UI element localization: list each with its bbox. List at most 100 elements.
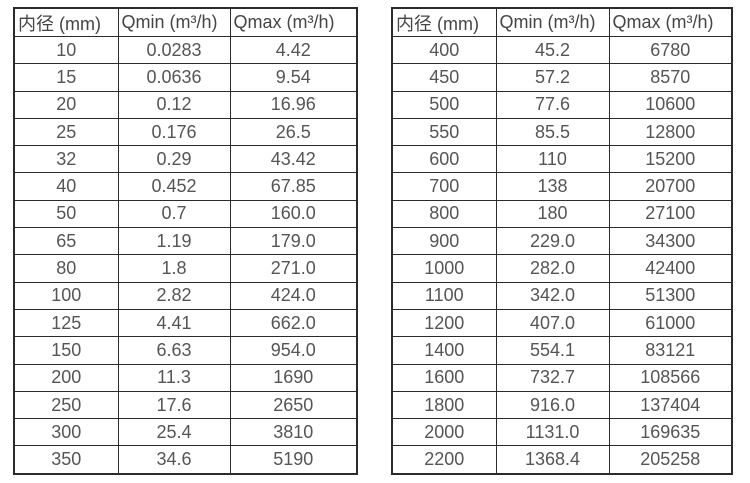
table-row: 450 57.2 8570 [391,63,733,92]
cell-qmax: 169635 [608,418,733,447]
table-row: 700 138 20700 [391,172,733,201]
header-qmin: Qmin (m³/h) [117,7,231,37]
cell-qmax: 9.54 [229,63,358,92]
cell-qmax: 205258 [608,445,733,475]
cell-diameter: 150 [13,336,119,365]
table-body: 400 45.2 6780 450 57.2 8570 500 77.6 10600 550 85.… [391,35,733,475]
cell-diameter: 800 [391,199,497,229]
cell-qmax: 2650 [229,390,358,420]
cell-diameter: 900 [391,227,497,256]
cell-qmax: 3810 [229,418,358,447]
cell-qmin: 0.0636 [117,63,231,92]
cell-qmax: 43.42 [229,145,358,174]
cell-qmin: 2.82 [117,281,231,310]
cell-qmax: 42400 [608,254,733,283]
table-row: 15 0.0636 9.54 [13,63,358,92]
cell-qmin: 4.41 [117,308,231,338]
cell-diameter: 125 [13,308,119,338]
table-header: 内径 (mm) Qmin (m³/h) Qmax (m³/h) [391,7,733,37]
table-row: 400 45.2 6780 [391,35,733,65]
cell-qmin: 1368.4 [495,445,610,475]
cell-qmin: 11.3 [117,363,231,392]
header-diameter: 内径 (mm) [391,7,497,37]
cell-qmax: 20700 [608,172,733,201]
table-row: 300 25.4 3810 [13,418,358,447]
table-row: 20 0.12 16.96 [13,90,358,119]
table-row: 200 11.3 1690 [13,363,358,392]
cell-diameter: 1200 [391,308,497,338]
cell-qmin: 229.0 [495,227,610,256]
cell-qmin: 0.12 [117,90,231,119]
cell-diameter: 2000 [391,418,497,447]
cell-qmin: 0.29 [117,145,231,174]
cell-qmin: 342.0 [495,281,610,310]
header-diameter: 内径 (mm) [13,7,119,37]
table-row: 32 0.29 43.42 [13,145,358,174]
cell-qmax: 8570 [608,63,733,92]
table-row: 40 0.452 67.85 [13,172,358,201]
cell-diameter: 200 [13,363,119,392]
cell-diameter: 65 [13,227,119,256]
cell-diameter: 1400 [391,336,497,365]
cell-qmax: 5190 [229,445,358,475]
cell-qmax: 6780 [608,35,733,65]
cell-qmin: 77.6 [495,90,610,119]
cell-qmax: 179.0 [229,227,358,256]
cell-qmax: 26.5 [229,117,358,147]
cell-qmax: 16.96 [229,90,358,119]
cell-qmin: 57.2 [495,63,610,92]
cell-diameter: 15 [13,63,119,92]
table-row: 1600 732.7 108566 [391,363,733,392]
cell-diameter: 10 [13,35,119,65]
cell-diameter: 450 [391,63,497,92]
cell-qmax: 10600 [608,90,733,119]
cell-qmax: 34300 [608,227,733,256]
cell-qmin: 34.6 [117,445,231,475]
cell-qmin: 0.0283 [117,35,231,65]
table-header: 内径 (mm) Qmin (m³/h) Qmax (m³/h) [13,7,358,37]
cell-qmin: 407.0 [495,308,610,338]
header-row: 内径 (mm) Qmin (m³/h) Qmax (m³/h) [13,7,358,37]
cell-qmin: 85.5 [495,117,610,147]
cell-diameter: 1600 [391,363,497,392]
table-row: 1000 282.0 42400 [391,254,733,283]
cell-diameter: 1100 [391,281,497,310]
table-row: 350 34.6 5190 [13,445,358,475]
cell-qmax: 83121 [608,336,733,365]
cell-qmin: 180 [495,199,610,229]
cell-qmin: 45.2 [495,35,610,65]
cell-qmin: 25.4 [117,418,231,447]
cell-qmax: 12800 [608,117,733,147]
cell-qmin: 732.7 [495,363,610,392]
cell-diameter: 25 [13,117,119,147]
cell-qmax: 662.0 [229,308,358,338]
cell-diameter: 80 [13,254,119,283]
table-row: 2000 1131.0 169635 [391,418,733,447]
cell-qmin: 1.19 [117,227,231,256]
table-row: 125 4.41 662.0 [13,308,358,338]
cell-qmax: 160.0 [229,199,358,229]
cell-qmin: 554.1 [495,336,610,365]
cell-diameter: 400 [391,35,497,65]
table-row: 80 1.8 271.0 [13,254,358,283]
cell-diameter: 40 [13,172,119,201]
cell-qmax: 27100 [608,199,733,229]
cell-qmax: 61000 [608,308,733,338]
table-row: 550 85.5 12800 [391,117,733,147]
cell-qmax: 51300 [608,281,733,310]
table-row: 10 0.0283 4.42 [13,35,358,65]
cell-qmin: 282.0 [495,254,610,283]
cell-qmin: 0.176 [117,117,231,147]
table-row: 1400 554.1 83121 [391,336,733,365]
cell-diameter: 350 [13,445,119,475]
cell-qmin: 1.8 [117,254,231,283]
table-row: 150 6.63 954.0 [13,336,358,365]
table-body: 10 0.0283 4.42 15 0.0636 9.54 20 0.12 16.96 25 0.1… [13,35,358,475]
cell-qmin: 6.63 [117,336,231,365]
cell-diameter: 50 [13,199,119,229]
cell-qmin: 0.452 [117,172,231,201]
cell-diameter: 250 [13,390,119,420]
table-row: 50 0.7 160.0 [13,199,358,229]
cell-diameter: 100 [13,281,119,310]
